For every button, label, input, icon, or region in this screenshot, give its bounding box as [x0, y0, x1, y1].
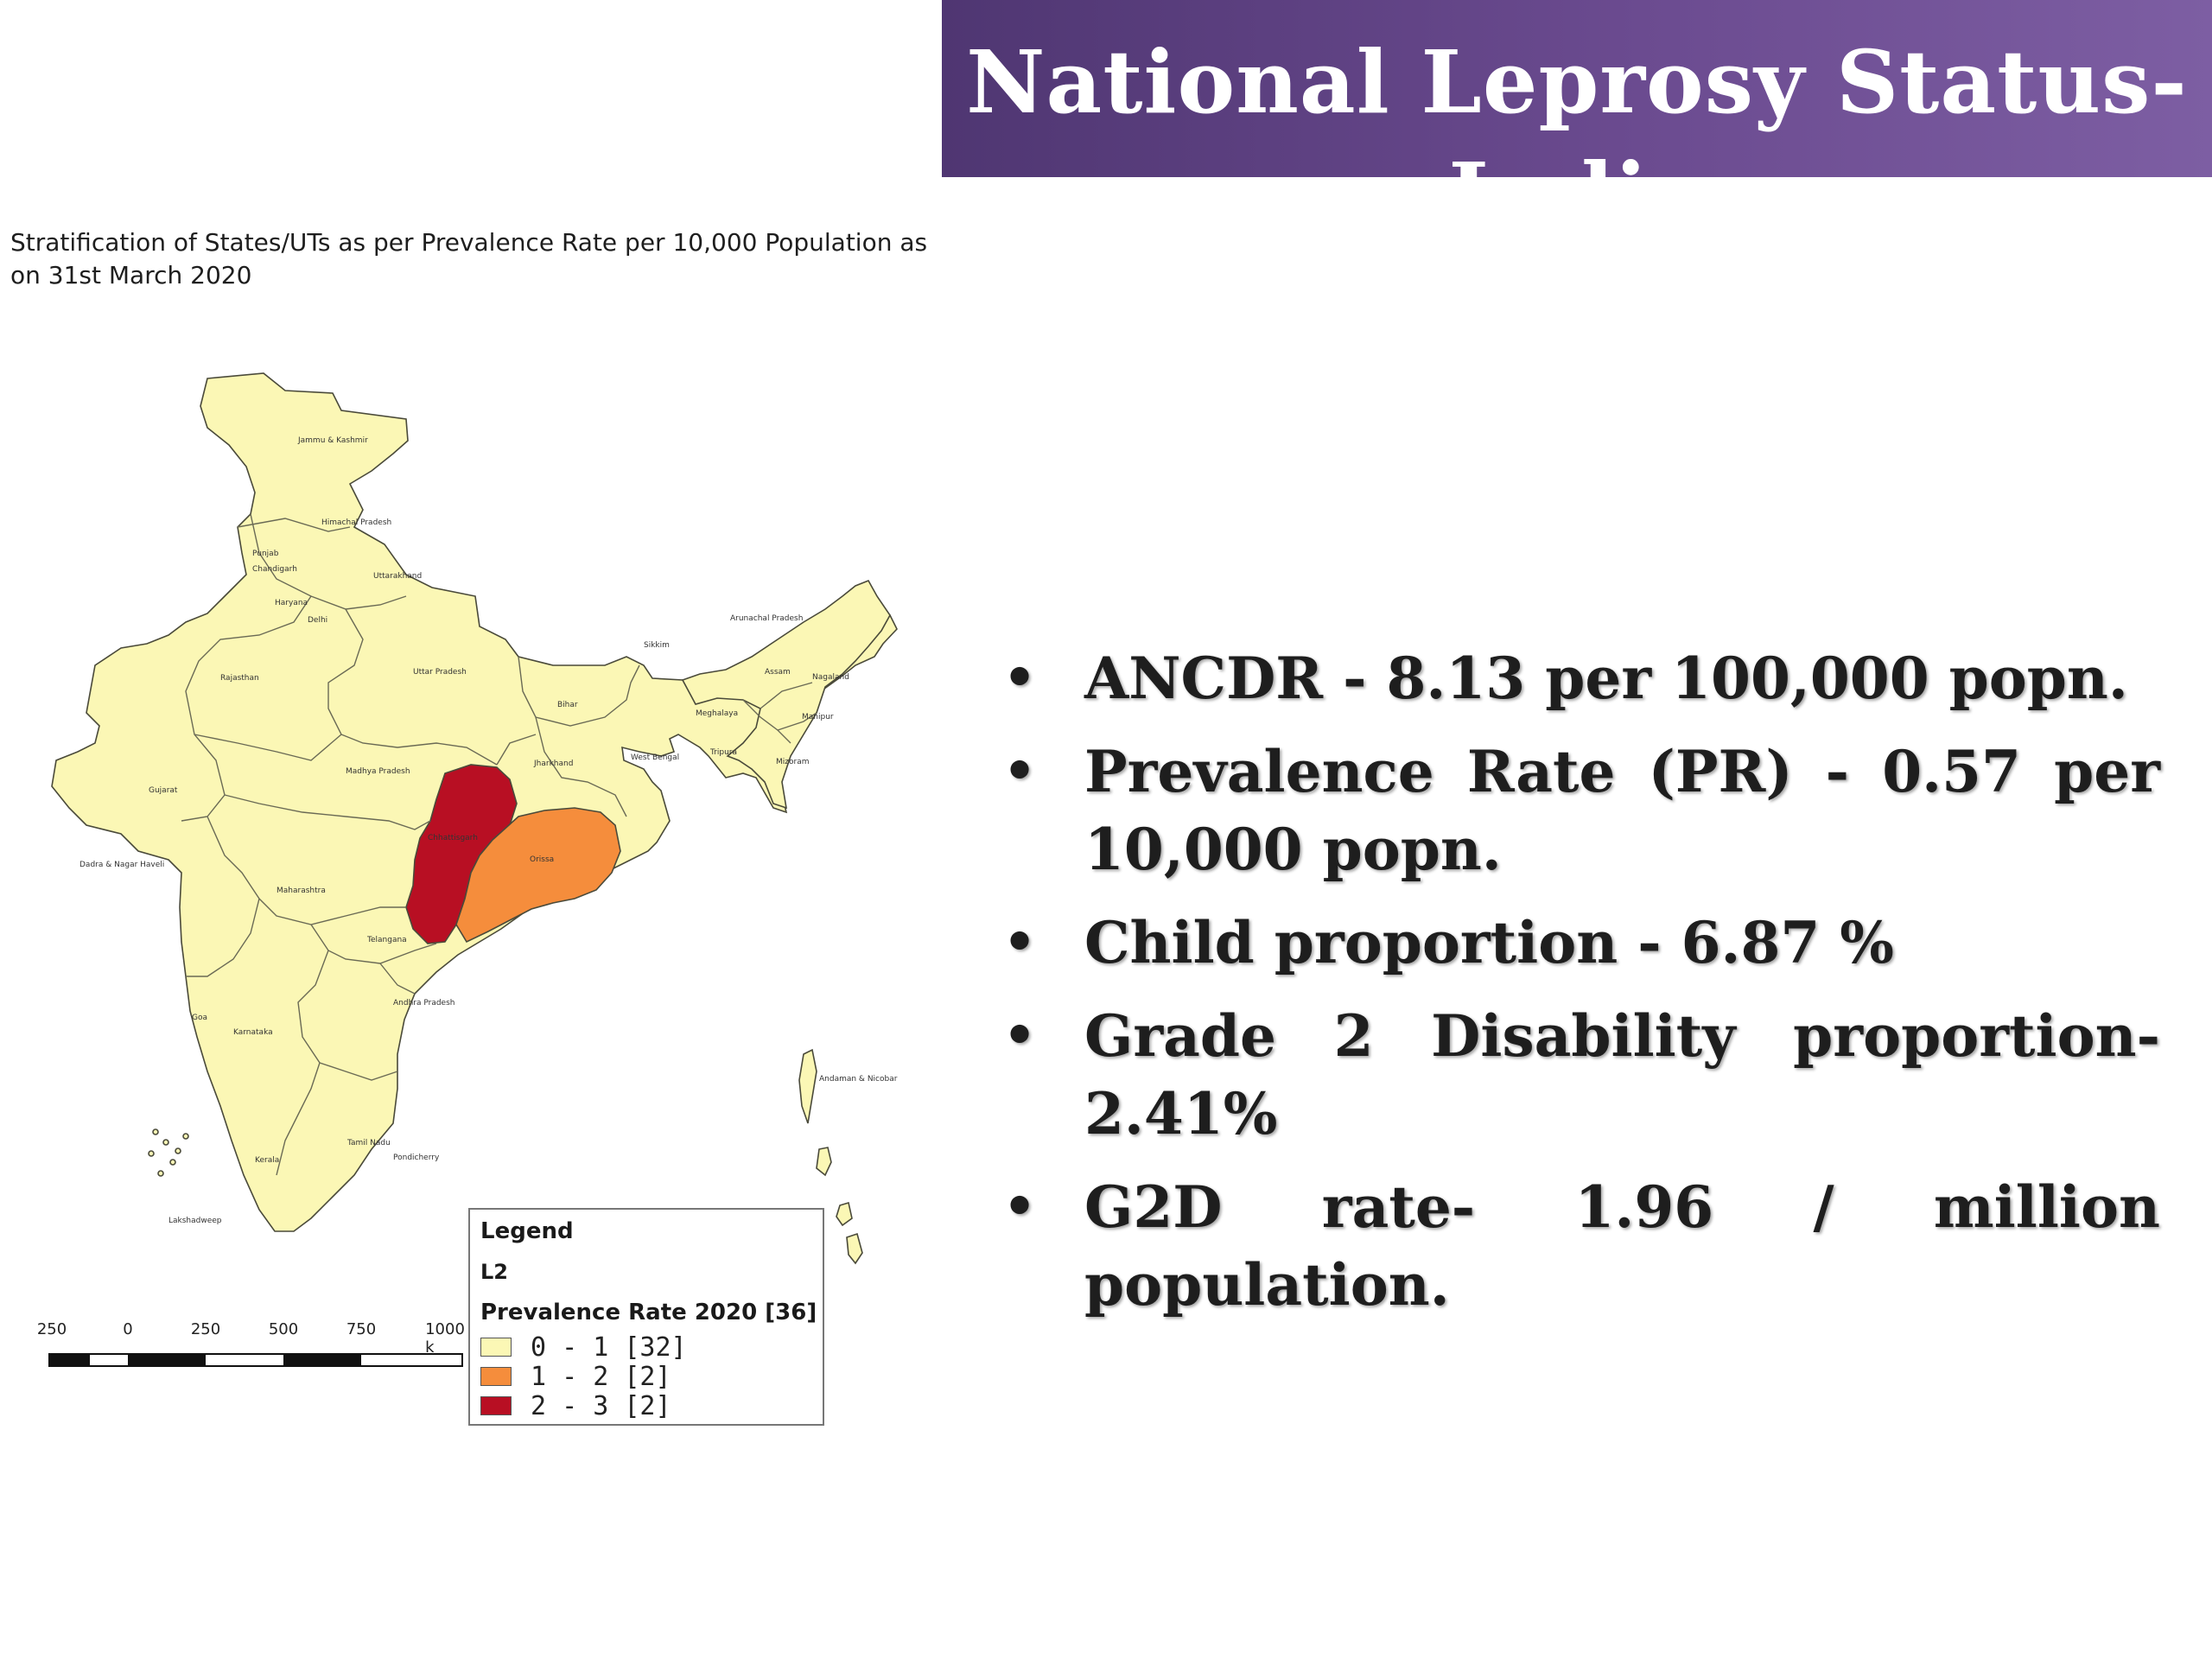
scale-tick: 250 — [190, 1320, 221, 1338]
legend-swatch — [480, 1367, 512, 1386]
label-sikkim: Sikkim — [644, 641, 670, 650]
bullet-icon: • — [1002, 912, 1037, 973]
scale-tick: 1000 k — [425, 1320, 465, 1357]
label-karnataka: Karnataka — [233, 1028, 273, 1037]
stat-ancdr: • ANCDR - 8.13 per 100,000 popn. — [994, 639, 2160, 717]
stat-child-proportion: • Child proportion - 6.87 % — [994, 904, 2160, 982]
legend-row: 1 - 2 [2] — [480, 1361, 687, 1392]
label-gujarat: Gujarat — [149, 786, 178, 795]
title-banner: National Leprosy Status-India — [942, 0, 2212, 245]
label-punjab: Punjab — [252, 550, 279, 558]
scale-tick: 250 — [36, 1320, 67, 1338]
label-bihar: Bihar — [557, 701, 578, 709]
scale-segment — [128, 1355, 206, 1365]
stat-grade2-disability: • Grade 2 Disability proportion- 2.41% — [994, 997, 2160, 1153]
stats-list: • ANCDR - 8.13 per 100,000 popn. • Preva… — [994, 639, 2160, 1339]
label-andaman: Andaman & Nicobar — [819, 1075, 898, 1084]
legend-label: 1 - 2 [2] — [531, 1361, 671, 1392]
label-haryana: Haryana — [275, 599, 308, 607]
state-boundaries — [181, 513, 817, 1176]
label-pondicherry: Pondicherry — [393, 1154, 440, 1162]
label-assam: Assam — [765, 668, 791, 677]
label-manipur: Manipur — [802, 713, 834, 721]
label-uttarakhand: Uttarakhand — [373, 572, 422, 581]
bullet-icon: • — [1002, 1006, 1037, 1066]
label-uttar-pradesh: Uttar Pradesh — [413, 668, 467, 677]
legend-layer: L2 — [480, 1260, 508, 1284]
legend-row: 2 - 3 [2] — [480, 1391, 687, 1421]
label-orissa: Orissa — [530, 855, 554, 864]
scale-track — [48, 1353, 463, 1367]
stat-prevalence-rate: • Prevalence Rate (PR) - 0.57 per 10,000… — [994, 733, 2160, 888]
label-andhra: Andhra Pradesh — [393, 999, 454, 1007]
label-jharkhand: Jharkhand — [533, 760, 573, 768]
label-jammu-kashmir: Jammu & Kashmir — [297, 436, 368, 445]
andaman-islands — [798, 1048, 863, 1265]
scale-bar: 250 0 250 500 750 1000 k — [26, 1320, 475, 1372]
stat-text: ANCDR - 8.13 per 100,000 popn. — [1084, 645, 2128, 712]
northeast-region — [681, 579, 891, 810]
stat-text: Grade 2 Disability proportion- 2.41% — [1084, 1002, 2160, 1147]
legend-swatch — [480, 1396, 512, 1415]
scale-tick: 0 — [123, 1320, 133, 1338]
scale-tick: 750 — [346, 1320, 377, 1338]
legend-label: 2 - 3 [2] — [531, 1390, 671, 1421]
label-kerala: Kerala — [255, 1156, 279, 1165]
label-dadra: Dadra & Nagar Haveli — [79, 861, 164, 869]
label-meghalaya: Meghalaya — [696, 709, 738, 718]
legend-classes: 0 - 1 [32] 1 - 2 [2] 2 - 3 [2] — [480, 1332, 687, 1421]
legend-row: 0 - 1 [32] — [480, 1332, 687, 1363]
state-labels: Jammu & Kashmir Himachal Pradesh Punjab … — [79, 436, 898, 1225]
region-orissa — [455, 807, 621, 944]
stat-text: Child proportion - 6.87 % — [1084, 909, 1895, 976]
legend-swatch — [480, 1338, 512, 1357]
label-tamil-nadu: Tamil Nadu — [346, 1139, 391, 1147]
scale-segment — [50, 1355, 90, 1365]
label-tripura: Tripura — [709, 748, 737, 757]
bullet-icon: • — [1002, 648, 1037, 709]
india-map: Jammu & Kashmir Himachal Pradesh Punjab … — [51, 372, 898, 1265]
bullet-icon: • — [1002, 741, 1037, 802]
label-chandigarh: Chandigarh — [252, 565, 297, 574]
stat-text: G2D rate- 1.96 / million population. — [1084, 1173, 2160, 1319]
label-goa: Goa — [192, 1014, 207, 1022]
legend-field: Prevalence Rate 2020 [36] — [480, 1300, 817, 1325]
stat-text: Prevalence Rate (PR) - 0.57 per 10,000 p… — [1084, 738, 2160, 883]
legend-label: 0 - 1 [32] — [531, 1332, 687, 1363]
slide-title: National Leprosy Status-India — [966, 31, 2188, 245]
legend-heading: Legend — [480, 1218, 574, 1244]
label-nagaland: Nagaland — [812, 673, 849, 682]
scale-tick: 500 — [268, 1320, 299, 1338]
stat-g2d-rate: • G2D rate- 1.96 / million population. — [994, 1168, 2160, 1324]
map-caption: Stratification of States/UTs as per Prev… — [10, 228, 928, 289]
label-rajasthan: Rajasthan — [220, 674, 259, 683]
label-chhattisgarh: Chhattisgarh — [428, 834, 478, 842]
label-telangana: Telangana — [366, 936, 407, 944]
label-madhya-pradesh: Madhya Pradesh — [346, 767, 410, 776]
bullet-icon: • — [1002, 1177, 1037, 1237]
label-mizoram: Mizoram — [776, 758, 809, 766]
scale-segment — [283, 1355, 361, 1365]
label-arunachal: Arunachal Pradesh — [730, 614, 803, 623]
lakshadweep-islands — [148, 1128, 189, 1177]
label-lakshadweep: Lakshadweep — [168, 1217, 222, 1225]
label-delhi: Delhi — [308, 616, 327, 625]
label-himachal: Himachal Pradesh — [321, 518, 391, 527]
label-maharashtra: Maharashtra — [276, 887, 326, 895]
label-west-bengal: West Bengal — [631, 753, 679, 762]
map-legend: Legend L2 Prevalence Rate 2020 [36] 0 - … — [468, 1208, 824, 1426]
